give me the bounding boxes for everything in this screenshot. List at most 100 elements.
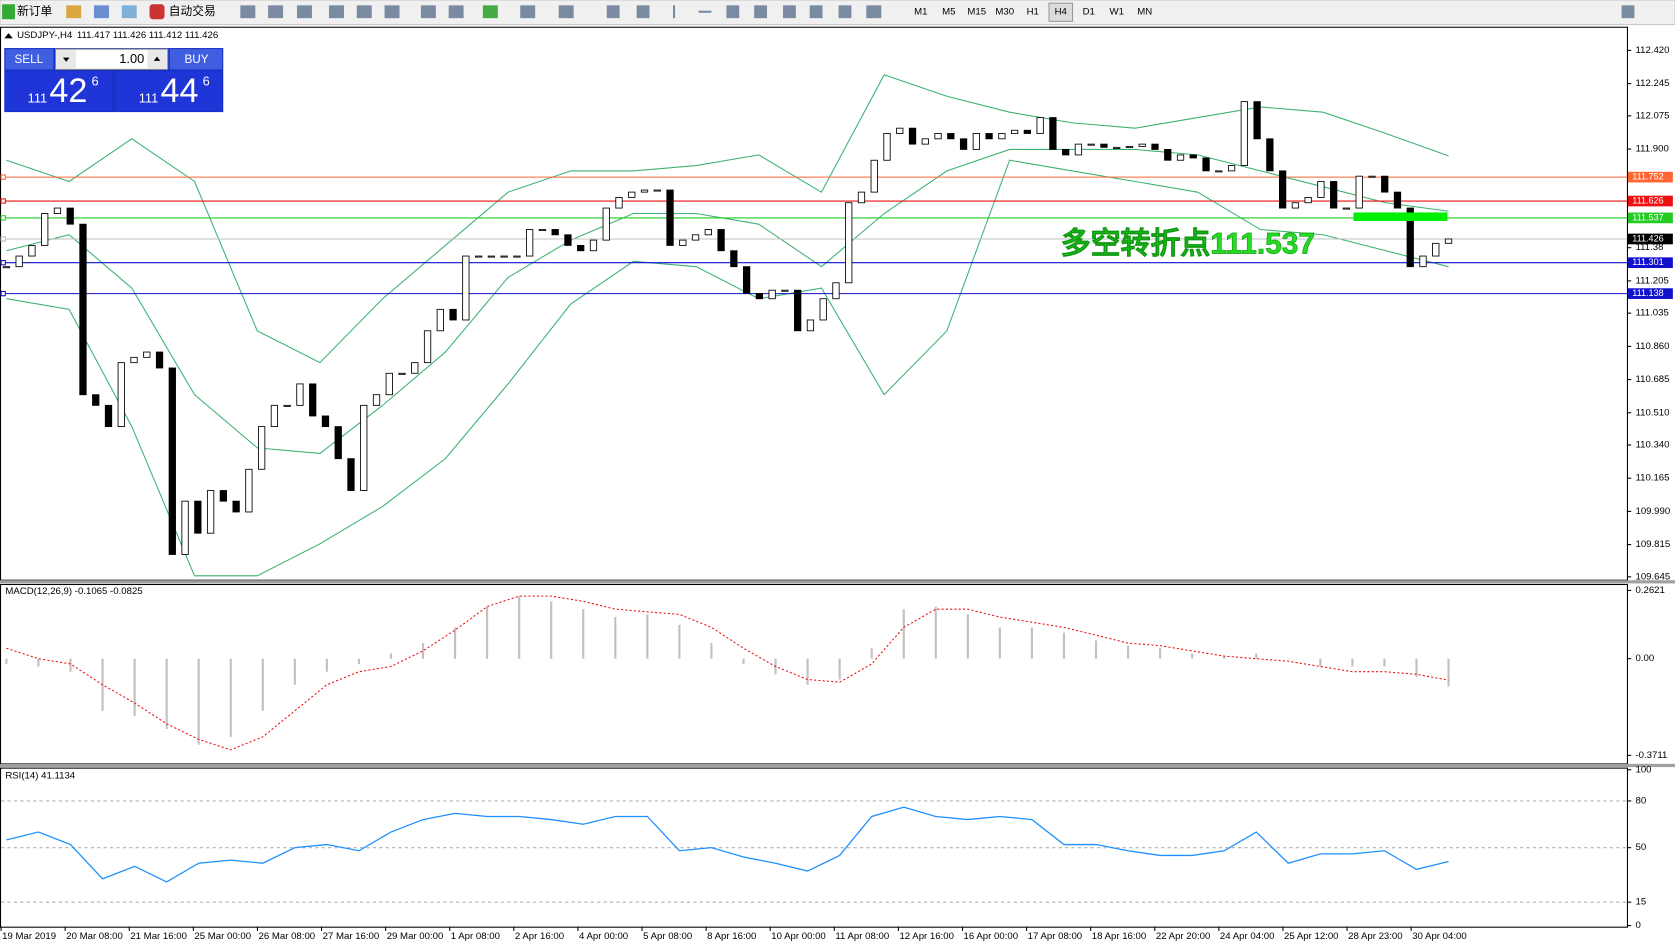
- candle: [589, 239, 598, 252]
- sell-button[interactable]: [5, 49, 54, 70]
- icon[interactable]: [94, 5, 109, 19]
- candle: [155, 351, 164, 369]
- y-tick-label: 0: [1635, 920, 1640, 931]
- icon[interactable]: [809, 5, 823, 19]
- new-order-icon[interactable]: [2, 4, 15, 20]
- icon[interactable]: [66, 5, 82, 19]
- macd-bar: [742, 658, 745, 664]
- x-tick-label: 18 Apr 16:00: [1092, 931, 1147, 942]
- x-tick-label: 22 Apr 20:00: [1156, 931, 1211, 942]
- candle: [411, 362, 419, 374]
- candle: [1049, 117, 1057, 150]
- bid-point: 6: [92, 74, 99, 89]
- icon[interactable]: [698, 10, 712, 13]
- macd-bar: [389, 653, 393, 659]
- y-tick-label: 110.860: [1635, 341, 1669, 352]
- sell-label[interactable]: SELL: [14, 53, 43, 66]
- candle: [896, 127, 904, 134]
- timeframe-button[interactable]: M5: [942, 6, 955, 17]
- icon[interactable]: [754, 5, 767, 19]
- timeframe-button[interactable]: M30: [995, 6, 1014, 17]
- candle: [66, 207, 74, 225]
- icon[interactable]: [296, 5, 312, 19]
- toolbar-button[interactable]: 新订单: [17, 4, 52, 18]
- icon[interactable]: [726, 5, 740, 19]
- timeframe-button[interactable]: H1: [1027, 6, 1039, 17]
- icon[interactable]: [384, 5, 400, 19]
- candle: [653, 189, 661, 192]
- timeframe-button[interactable]: M1: [914, 6, 927, 17]
- candle: [15, 255, 23, 268]
- icon[interactable]: [268, 5, 284, 19]
- x-tick-label: 21 Mar 16:00: [130, 931, 187, 942]
- candle: [666, 189, 674, 246]
- macd-bar: [486, 606, 489, 659]
- level-anchor: [0, 236, 6, 242]
- icon[interactable]: [838, 5, 852, 19]
- candle: [998, 133, 1006, 140]
- icon[interactable]: [356, 5, 372, 19]
- macd-bar: [1351, 658, 1354, 667]
- autotrade-icon[interactable]: [149, 4, 165, 20]
- icon[interactable]: [866, 5, 882, 19]
- icon[interactable]: [121, 5, 137, 19]
- timeframe-button[interactable]: M15: [967, 6, 986, 17]
- macd-bar: [1223, 656, 1226, 659]
- candle: [1304, 196, 1312, 204]
- icon[interactable]: [448, 5, 464, 19]
- buy-price-box[interactable]: [115, 71, 223, 112]
- lot-input[interactable]: [55, 48, 169, 70]
- timeframe-button[interactable]: MN: [1137, 6, 1152, 17]
- candle: [1368, 175, 1376, 178]
- buy-button[interactable]: [169, 49, 223, 70]
- x-tick-label: 30 Apr 04:00: [1412, 931, 1467, 942]
- collapse-icon[interactable]: [4, 33, 13, 39]
- candle: [258, 426, 266, 470]
- candle: [474, 255, 483, 258]
- candle: [462, 255, 470, 321]
- search-icon[interactable]: [1621, 5, 1635, 19]
- toolbar-button[interactable]: 自动交易: [169, 4, 216, 18]
- timeframe-button[interactable]: D1: [1083, 6, 1095, 17]
- macd-bar: [1415, 658, 1418, 677]
- icon[interactable]: [482, 5, 498, 19]
- icon[interactable]: [520, 5, 536, 19]
- candle: [1330, 181, 1338, 209]
- lot-value[interactable]: 1.00: [119, 51, 144, 66]
- active-timeframe[interactable]: [1048, 2, 1074, 22]
- icon[interactable]: [672, 5, 676, 19]
- y-tick-label: 109.815: [1635, 539, 1670, 550]
- x-tick-label: 1 Apr 08:00: [451, 931, 500, 942]
- icon[interactable]: [329, 5, 344, 19]
- icon[interactable]: [783, 5, 796, 19]
- sell-price-box[interactable]: [5, 71, 113, 112]
- timeframe-button[interactable]: H4: [1055, 6, 1068, 17]
- icon[interactable]: [240, 5, 256, 19]
- icon[interactable]: [606, 5, 620, 19]
- timeframe-button[interactable]: W1: [1110, 6, 1124, 17]
- pane-splitter: [0, 763, 1675, 768]
- x-tick-label: 16 Apr 00:00: [964, 931, 1019, 942]
- annotation: 多空转折点111.537: [1061, 227, 1315, 260]
- bid-big: 111: [28, 91, 47, 106]
- macd-bar: [1383, 658, 1386, 667]
- x-tick-label: 24 Apr 04:00: [1220, 931, 1275, 942]
- candle: [309, 383, 317, 417]
- y-tick-label: 109.645: [1635, 571, 1670, 582]
- candle: [526, 229, 534, 257]
- candle: [1100, 143, 1108, 148]
- candle: [857, 191, 866, 204]
- candle: [117, 362, 125, 428]
- buy-label[interactable]: BUY: [184, 53, 208, 66]
- macd-signal: [6, 595, 1449, 751]
- icon[interactable]: [636, 5, 650, 19]
- level-marker: [1353, 212, 1448, 221]
- macd-bar: [293, 658, 296, 685]
- macd-bar: [69, 658, 72, 672]
- icon[interactable]: [558, 5, 574, 19]
- icon[interactable]: [420, 5, 436, 19]
- timeframe-bar: M1 M5 M15 M30 H1 H4 D1 W1 MN: [914, 2, 1152, 22]
- candle: [730, 250, 738, 268]
- level-label: 111.537: [1632, 212, 1663, 222]
